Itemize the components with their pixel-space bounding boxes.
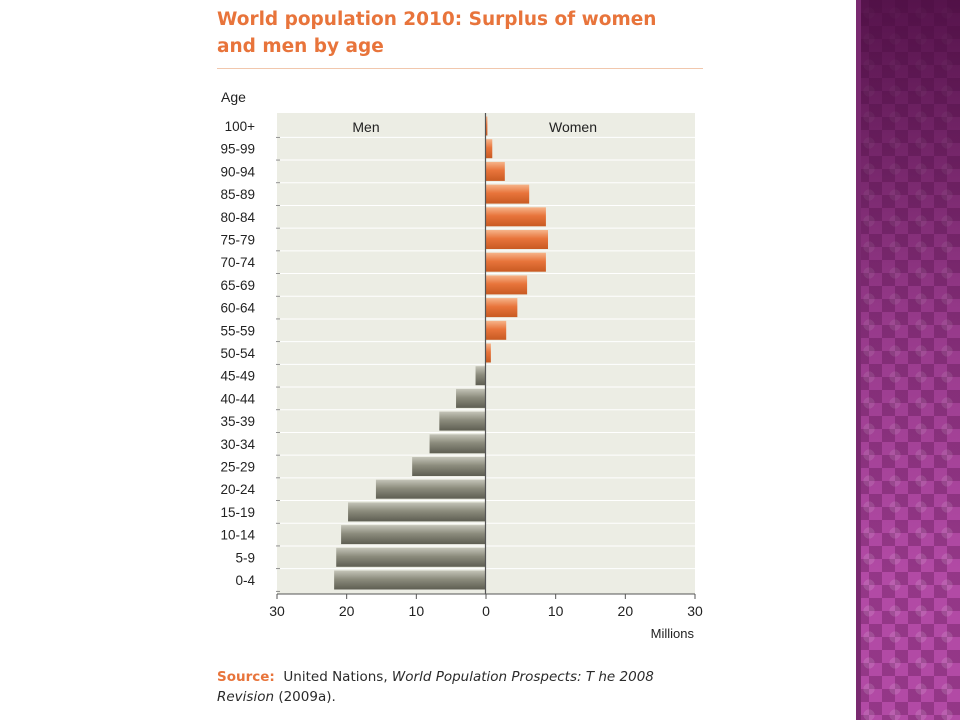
source-publication: World Population Prospects: T he 2008 Re… [217,669,654,705]
side-panel-edge [856,0,861,720]
x-axis-title: Millions [651,626,695,641]
age-group-label: 35-39 [220,414,255,429]
y-axis-labels: 100+ 95-99 90-94 85-89 80-84 75-79 70-74 65-69 6… [220,119,255,588]
x-tick-label: 10 [548,603,564,619]
age-group-label: 5-9 [235,550,255,565]
age-group-label: 75-79 [220,233,255,248]
age-group-label: 15-19 [220,505,255,520]
x-axis: 30 20 10 0 10 20 30 [269,593,703,619]
women-bar [486,184,530,204]
age-group-label: 30-34 [220,437,255,452]
decorative-side-panel [856,0,960,720]
men-bar [439,411,486,431]
x-tick-label: 30 [687,603,703,619]
x-tick-label: 10 [409,603,425,619]
age-group-label: 10-14 [220,528,255,543]
men-bar [341,525,486,545]
source-note: Source: United Nations, World Population… [217,667,697,707]
x-tick-label: 30 [269,603,285,619]
age-group-label: 25-29 [220,460,255,475]
men-bar [348,502,486,522]
age-group-label: 45-49 [220,369,255,384]
age-group-label: 40-44 [220,391,255,406]
women-bar [486,298,518,318]
source-year: (2009a). [278,689,336,705]
women-bar [486,161,505,181]
age-group-label: 60-64 [220,301,255,316]
women-bar [486,320,507,340]
men-bar [375,479,486,499]
bars [334,116,549,590]
x-tick-label: 20 [618,603,634,619]
age-group-label: 65-69 [220,278,255,293]
age-group-label: 80-84 [220,210,255,225]
men-panel-label: Men [352,119,379,135]
age-group-label: 85-89 [220,187,255,202]
side-panel-shade [856,0,960,720]
women-panel-label: Women [549,119,597,135]
men-bar [475,366,486,386]
age-group-label: 95-99 [220,142,255,157]
title-divider [217,68,703,69]
men-bar [334,570,486,590]
women-bar [486,139,493,159]
source-text: United Nations, [283,669,388,685]
women-bar [486,207,546,227]
age-group-label: 70-74 [220,255,255,270]
x-tick-label: 20 [339,603,355,619]
y-axis-title: Age [221,89,246,105]
age-group-label: 55-59 [220,323,255,338]
men-bar [412,457,486,476]
age-group-label: 90-94 [220,164,255,179]
age-group-label: 50-54 [220,346,255,361]
source-label: Source: [217,669,275,685]
women-bar [486,230,549,249]
x-tick-label: 0 [482,603,490,619]
women-bar [486,116,488,136]
men-bar [429,434,486,454]
women-bar [486,275,528,295]
women-bar [486,343,491,363]
age-group-label: 0-4 [235,573,255,588]
men-bar [456,388,486,408]
age-group-label: 100+ [225,119,256,134]
age-group-label: 20-24 [220,482,255,497]
men-bar [336,547,486,567]
women-bar [486,252,546,272]
chart-title: World population 2010: Surplus of women … [217,9,657,57]
